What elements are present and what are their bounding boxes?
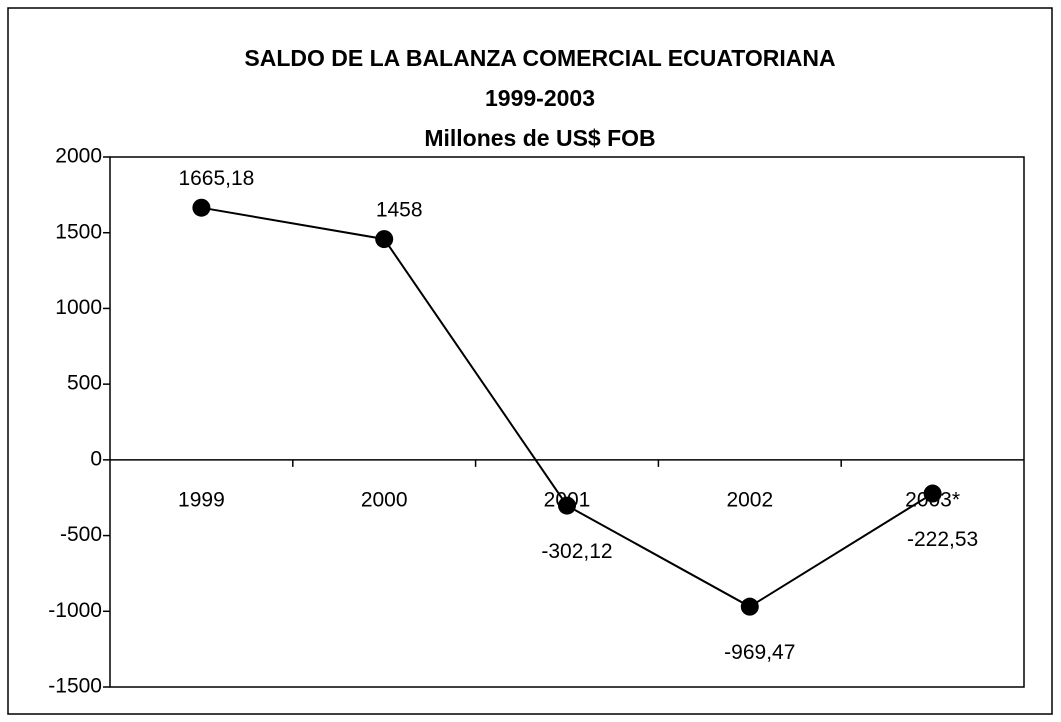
x-tick-label: 2000 [361,488,408,511]
marker [558,496,576,515]
marker [192,198,211,217]
marker [375,230,394,249]
data-label: -969,47 [724,641,795,664]
y-tick-label: 2000 [55,145,102,168]
y-tick-label: 0 [90,447,102,470]
y-tick-label: 1500 [55,220,102,243]
x-tick-label: 1999 [178,488,225,511]
y-tick-label: 500 [67,372,102,395]
data-label: 1458 [376,199,423,222]
y-tick-label: -1000 [48,599,102,622]
data-label: -302,12 [541,540,612,563]
chart-title: SALDO DE LA BALANZA COMERCIAL ECUATORIAN… [244,45,835,71]
chart-subtitle: 1999-2003 [485,85,595,111]
chart-frame [7,7,1053,715]
y-tick-label: -500 [60,523,102,546]
marker [923,484,942,503]
data-label: -222,53 [907,528,978,551]
data-label: 1665,18 [178,167,254,190]
x-tick-label: 2002 [726,488,773,511]
y-tick-label: 1000 [55,296,102,319]
marker [740,597,759,616]
plot-area [109,156,1025,688]
y-tick-label: -1500 [48,675,102,698]
chart-units: Millones de US$ FOB [424,125,655,151]
